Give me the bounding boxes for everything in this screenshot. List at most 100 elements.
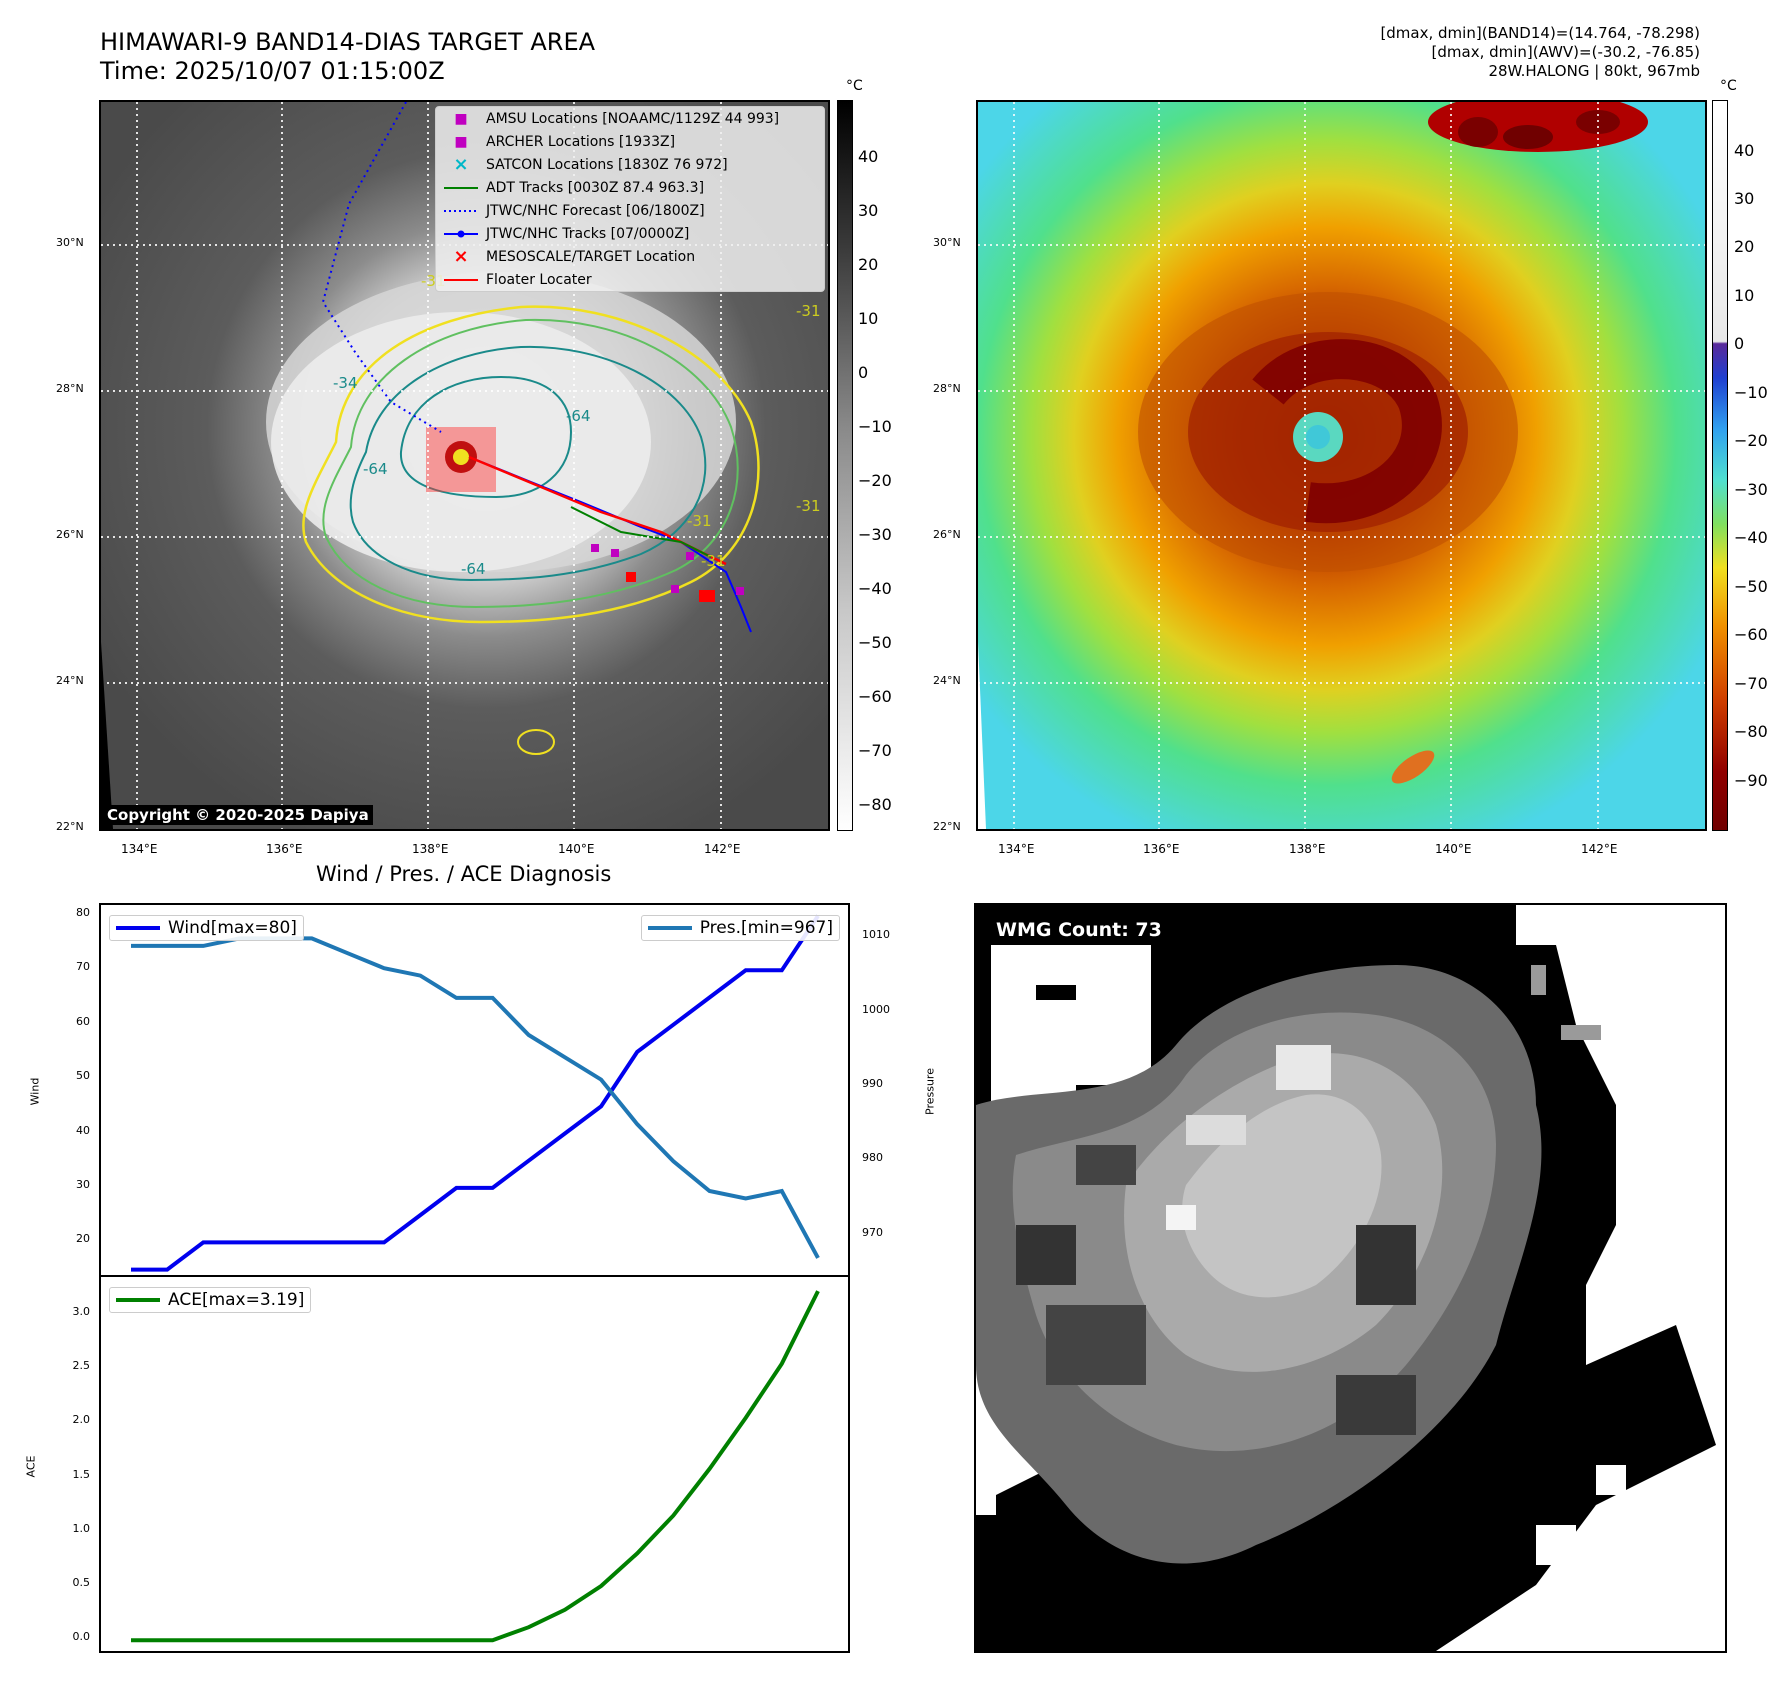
wmg-count-label: WMG Count: 73: [988, 917, 1170, 943]
colorbar-tick: 30: [1734, 189, 1755, 208]
contour-label: -64: [363, 460, 388, 478]
legend-entry-amsu: ■ AMSU Locations [NOAAMC/1129Z 44 993]: [436, 107, 824, 130]
awv-range: [dmax, dmin](AWV)=(-30.2, -76.85): [1431, 43, 1700, 61]
contour-label: -31: [687, 512, 712, 530]
pressure-y-tick: 990: [862, 1077, 883, 1091]
contour-label: -64: [566, 407, 591, 425]
enhanced-ir-map-panel: [976, 100, 1707, 831]
pressure-y-tick: 980: [862, 1151, 883, 1165]
ace-y-tick: 1.0: [72, 1521, 91, 1535]
lon-tick: 140°E: [558, 842, 595, 856]
ace-y-ticks: 3.0 2.5 2.0 1.5 1.0 0.5 0.0: [40, 1275, 96, 1653]
pressure-y-tick: 970: [862, 1225, 883, 1239]
colorbar-tick: 20: [858, 255, 879, 274]
wind-y-tick: 40: [76, 1123, 90, 1137]
lon-tick: 134°E: [998, 842, 1035, 856]
wind-line-icon: [116, 926, 160, 930]
color-colorbar: [1712, 100, 1728, 831]
colorbar-tick: −50: [858, 633, 892, 652]
legend-label: MESOSCALE/TARGET Location: [486, 248, 696, 265]
pressure-y-tick: 1010: [862, 928, 890, 942]
wind-legend: Wind[max=80]: [109, 915, 304, 941]
contour-label: -64: [461, 560, 486, 578]
band14-range: [dmax, dmin](BAND14)=(14.764, -78.298): [1380, 24, 1700, 42]
legend-label: SATCON Locations [1830Z 76 972]: [486, 156, 728, 173]
solid-line-icon: [436, 278, 486, 282]
legend-label: JTWC/NHC Forecast [06/1800Z]: [486, 202, 705, 219]
wmg-panel: WMG Count: 73: [974, 903, 1727, 1653]
lon-tick: 140°E: [1435, 842, 1472, 856]
wmg-image: [976, 905, 1725, 1651]
ace-series-line: [131, 1290, 820, 1643]
legend-label: AMSU Locations [NOAAMC/1129Z 44 993]: [486, 110, 780, 127]
wind-series-line: [131, 914, 820, 1272]
colorbar-tick: −80: [858, 795, 892, 814]
pressure-series-line: [131, 936, 820, 1259]
wind-pressure-chart: Wind[max=80] Pres.[min=967]: [99, 903, 850, 1277]
ace-y-tick: 0.5: [72, 1575, 91, 1589]
colorbar-unit: °C: [846, 78, 863, 94]
ace-y-tick: 0.0: [72, 1630, 91, 1644]
lon-tick: 136°E: [1143, 842, 1180, 856]
lat-tick: 30°N: [933, 236, 961, 249]
dotted-line-icon: [436, 209, 486, 213]
lon-tick: 134°E: [121, 842, 158, 856]
colorbar-tick: −20: [858, 471, 892, 490]
colorbar-tick: 30: [858, 201, 879, 220]
wind-axis-label: Wind: [28, 1077, 42, 1106]
ace-y-tick: 3.0: [72, 1304, 91, 1318]
colorbar-tick: 20: [1734, 237, 1755, 256]
contour-labels: -31 -34 -64 -64 -64 -31 -31 -31 -31: [101, 102, 828, 829]
ace-axis-label: ACE: [24, 1455, 38, 1478]
colorbar-tick: −10: [1734, 383, 1768, 402]
dot-line-icon: [436, 230, 486, 238]
contour-label: -31: [796, 302, 821, 320]
ace-chart: ACE[max=3.19]: [99, 1275, 850, 1653]
legend-entry-jtwc-forecast: JTWC/NHC Forecast [06/1800Z]: [436, 199, 824, 222]
storm-summary: 28W.HALONG | 80kt, 967mb: [1488, 62, 1700, 80]
colorbar-tick: −30: [858, 525, 892, 544]
legend-entry-adt: ADT Tracks [0030Z 87.4 963.3]: [436, 176, 824, 199]
solid-line-icon: [436, 186, 486, 190]
chart-title: Wind / Pres. / ACE Diagnosis: [316, 862, 612, 886]
lat-tick: 24°N: [933, 674, 961, 687]
lon-tick: 142°E: [704, 842, 741, 856]
colorbar-tick: −50: [1734, 577, 1768, 596]
lon-tick: 138°E: [1289, 842, 1326, 856]
map-title-line1: HIMAWARI-9 BAND14-DIAS TARGET AREA: [100, 28, 596, 56]
lon-tick: 136°E: [266, 842, 303, 856]
contour-label: -31: [701, 552, 726, 570]
lat-tick: 28°N: [56, 382, 84, 395]
colorbar-tick: −60: [1734, 625, 1768, 644]
wind-y-tick: 70: [76, 960, 90, 974]
colorbar-tick: −30: [1734, 480, 1768, 499]
legend-entry-jtwc-tracks: JTWC/NHC Tracks [07/0000Z]: [436, 222, 824, 245]
pressure-legend-label: Pres.[min=967]: [699, 918, 833, 938]
colorbar-tick: −40: [858, 579, 892, 598]
colorbar-tick: −40: [1734, 528, 1768, 547]
wind-y-tick: 30: [76, 1177, 90, 1191]
legend-entry-mesoscale: × MESOSCALE/TARGET Location: [436, 245, 824, 268]
grayscale-colorbar: [837, 100, 853, 831]
legend-label: ARCHER Locations [1933Z]: [486, 133, 676, 150]
colorbar-tick: 10: [858, 309, 879, 328]
ace-y-tick: 2.0: [72, 1413, 91, 1427]
ace-legend-label: ACE[max=3.19]: [168, 1290, 305, 1310]
legend-label: JTWC/NHC Tracks [07/0000Z]: [486, 225, 690, 242]
wind-y-tick: 80: [76, 905, 90, 919]
cross-marker-icon: ×: [453, 246, 469, 267]
colorbar-tick: 40: [1734, 141, 1755, 160]
storm-info: [dmax, dmin](BAND14)=(14.764, -78.298) […: [1380, 24, 1700, 81]
legend-entry-floater: Floater Locater: [436, 268, 824, 291]
ace-y-tick: 2.5: [72, 1359, 91, 1373]
colorbar-tick: −90: [1734, 771, 1768, 790]
wind-pressure-plot: [131, 914, 820, 1272]
colorbar-tick: −60: [858, 687, 892, 706]
colorbar-tick: −10: [858, 417, 892, 436]
lat-tick: 28°N: [933, 382, 961, 395]
colorbar-ticks: 40 30 20 10 0 −10 −20 −30 −40 −50 −60 −7…: [858, 100, 908, 829]
copyright-label: Copyright © 2020-2025 Dapiya: [103, 805, 373, 825]
colorbar-tick: −70: [858, 741, 892, 760]
lon-tick: 142°E: [1581, 842, 1618, 856]
pressure-y-tick: 1000: [862, 1002, 890, 1016]
